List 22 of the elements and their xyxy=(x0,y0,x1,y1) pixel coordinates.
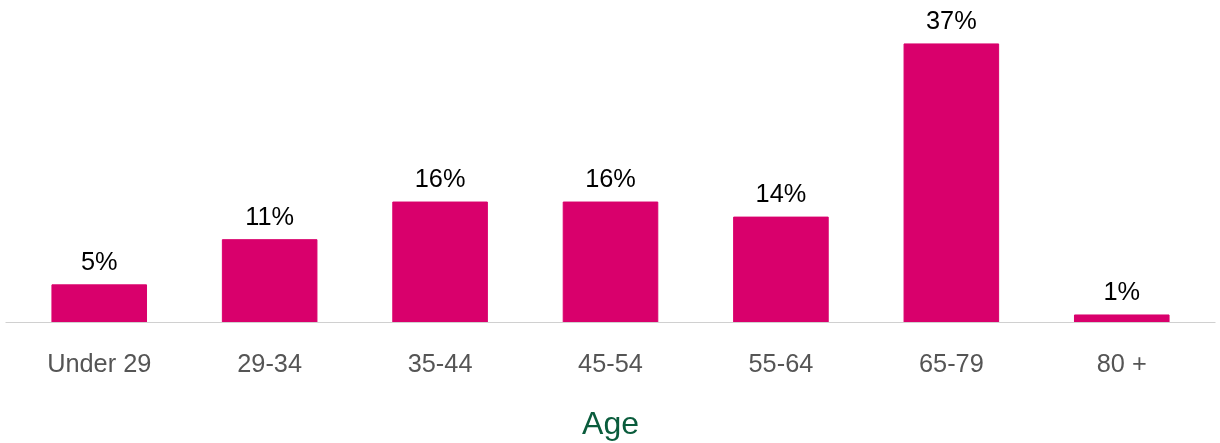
data-label: 16% xyxy=(414,164,466,193)
x-tick-label: 65-79 xyxy=(918,348,984,377)
x-tick-label: 55-64 xyxy=(748,348,814,377)
x-tick-label: 35-44 xyxy=(407,348,473,377)
data-label: 37% xyxy=(926,5,977,34)
bar xyxy=(392,201,488,323)
data-label: 11% xyxy=(245,201,295,230)
bar xyxy=(221,239,318,323)
data-label: 5% xyxy=(80,246,118,275)
bar xyxy=(562,201,659,323)
data-label: 1% xyxy=(1103,276,1141,305)
x-tick-label: 45-54 xyxy=(578,348,643,377)
x-tick-label: Under 29 xyxy=(47,348,152,377)
x-tick-label: 29-34 xyxy=(237,348,303,377)
bar xyxy=(733,216,829,323)
bar xyxy=(903,43,1000,323)
bar xyxy=(51,284,148,323)
x-axis-title: Age xyxy=(582,404,639,441)
x-tick-label: 80 + xyxy=(1096,348,1147,377)
bar xyxy=(1073,314,1170,323)
data-label: 16% xyxy=(585,164,636,193)
data-label: 14% xyxy=(755,179,807,208)
